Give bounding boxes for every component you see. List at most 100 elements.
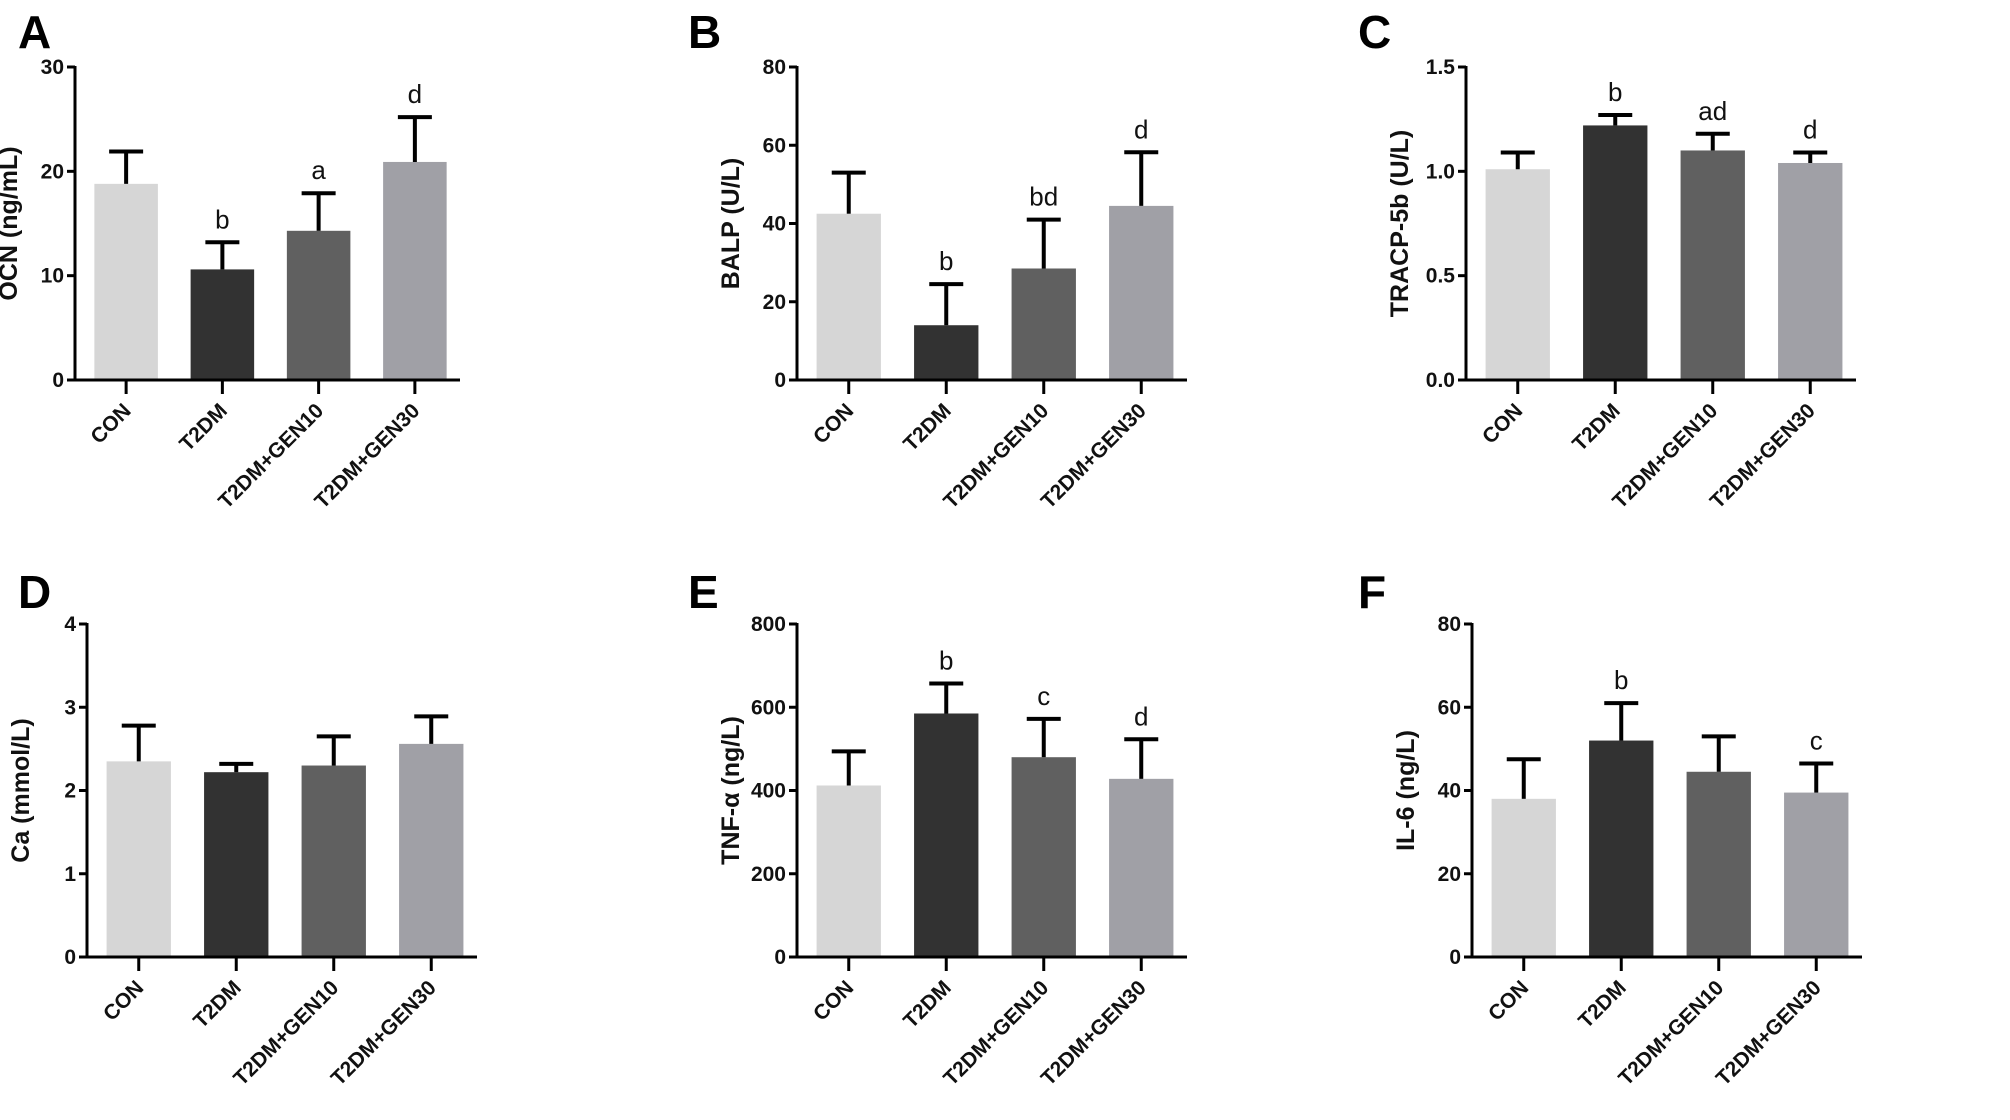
x-tick-label: T2DM+GEN30 xyxy=(1037,976,1151,1090)
bar-t2dm-gen30 xyxy=(383,161,447,380)
significance-label: b xyxy=(1614,665,1628,695)
x-tick-label: CON xyxy=(809,399,858,448)
y-tick-label: 800 xyxy=(751,613,786,636)
significance-label: b xyxy=(1608,77,1622,107)
y-tick-label: 60 xyxy=(1438,696,1461,719)
x-tick-label: T2DM+GEN30 xyxy=(1712,976,1826,1090)
x-tick-label: T2DM+GEN30 xyxy=(310,399,424,513)
y-tick-label: 3 xyxy=(64,696,76,719)
panel-e: E TNF-α (ng/L) CON b T2DM c T2DM+GEN10 d T2DM+GE… xyxy=(688,566,1187,1090)
y-axis-label: OCN (ng/mL) xyxy=(0,146,23,300)
x-tick-label: CON xyxy=(86,399,135,448)
x-tick-label: T2DM xyxy=(1574,976,1631,1033)
x-tick-label: T2DM+GEN10 xyxy=(1608,399,1722,513)
y-tick-label: 1.0 xyxy=(1426,160,1455,183)
bar-t2dm-gen10 xyxy=(1680,150,1745,380)
y-axis-label: BALP (U/L) xyxy=(717,158,745,289)
y-tick-label: 0 xyxy=(1449,946,1461,969)
bar-t2dm-gen30 xyxy=(1784,792,1849,957)
bar-t2dm-gen30 xyxy=(1109,205,1174,380)
y-axis-label: TRACP-5b (U/L) xyxy=(1386,130,1414,317)
y-axis-label: TNF-α (ng/L) xyxy=(717,716,745,865)
y-tick-label: 400 xyxy=(751,780,786,803)
y-tick-label: 600 xyxy=(751,696,786,719)
bar-t2dm-gen10 xyxy=(1686,771,1751,957)
x-tick-label: T2DM+GEN10 xyxy=(1614,976,1728,1090)
bar-t2dm-gen10 xyxy=(1011,268,1076,380)
bar-t2dm-gen10 xyxy=(1011,757,1076,957)
bar-t2dm xyxy=(1583,125,1648,380)
y-tick-label: 0.5 xyxy=(1426,265,1456,288)
y-axis-label: IL-6 (ng/L) xyxy=(1392,730,1420,851)
bar-t2dm xyxy=(190,269,255,380)
bar-t2dm-gen30 xyxy=(1109,778,1174,957)
bar-t2dm-gen10 xyxy=(286,230,351,380)
y-tick-label: 40 xyxy=(763,213,786,236)
y-tick-label: 200 xyxy=(751,863,786,886)
y-tick-label: 1.5 xyxy=(1426,56,1456,79)
significance-label: ad xyxy=(1698,96,1727,126)
bar-con xyxy=(1491,798,1556,957)
bar-con xyxy=(94,183,158,380)
y-tick-label: 80 xyxy=(763,56,786,79)
x-tick-label: T2DM+GEN30 xyxy=(327,976,441,1090)
y-tick-label: 20 xyxy=(41,160,64,183)
x-tick-label: T2DM xyxy=(1568,399,1625,456)
x-tick-label: T2DM xyxy=(189,976,246,1033)
x-tick-label: T2DM+GEN30 xyxy=(1037,399,1151,513)
significance-label: c xyxy=(1810,725,1823,755)
bar-t2dm-gen30 xyxy=(399,743,464,957)
y-tick-label: 80 xyxy=(1438,613,1461,636)
panel-b: B BALP (U/L) CON b T2DM bd T2DM+GEN10 d T2DM+GEN… xyxy=(688,6,1187,513)
significance-label: a xyxy=(311,155,326,185)
x-tick-label: T2DM xyxy=(899,976,956,1033)
bar-con xyxy=(1485,169,1550,380)
significance-label: d xyxy=(1134,701,1148,731)
bar-t2dm xyxy=(914,713,979,957)
significance-label: b xyxy=(939,246,953,276)
significance-label: d xyxy=(1134,114,1148,144)
y-tick-label: 2 xyxy=(64,780,76,803)
y-tick-label: 1 xyxy=(64,863,76,886)
y-tick-label: 10 xyxy=(41,265,64,288)
significance-label: d xyxy=(408,79,422,109)
significance-label: b xyxy=(939,646,953,676)
y-tick-label: 0 xyxy=(774,946,786,969)
bar-t2dm-gen30 xyxy=(1778,162,1843,380)
x-tick-label: T2DM xyxy=(175,399,232,456)
significance-label: b xyxy=(215,204,229,234)
y-tick-label: 20 xyxy=(1438,863,1461,886)
bar-con xyxy=(106,761,171,957)
x-tick-label: CON xyxy=(809,976,858,1025)
bar-con xyxy=(816,213,881,380)
x-tick-label: CON xyxy=(1484,976,1533,1025)
panel-label: F xyxy=(1358,566,1386,618)
panel-label: B xyxy=(688,6,721,58)
y-axis-label: Ca (mmol/L) xyxy=(7,718,35,862)
significance-label: c xyxy=(1037,681,1050,711)
bar-t2dm-gen10 xyxy=(301,765,366,957)
x-tick-label: T2DM+GEN30 xyxy=(1706,399,1820,513)
bar-t2dm xyxy=(914,325,979,380)
y-tick-label: 0 xyxy=(64,946,76,969)
y-tick-label: 20 xyxy=(763,291,786,314)
y-tick-label: 30 xyxy=(41,56,64,79)
x-tick-label: T2DM+GEN10 xyxy=(939,976,1053,1090)
x-tick-label: T2DM xyxy=(899,399,956,456)
x-tick-label: CON xyxy=(1478,399,1527,448)
bar-t2dm xyxy=(1589,740,1654,957)
x-tick-label: CON xyxy=(99,976,148,1025)
bar-t2dm xyxy=(204,772,269,957)
bar-con xyxy=(816,785,881,957)
panel-c: C TRACP-5b (U/L) CON b T2DM ad T2DM+GEN10 d T2DM… xyxy=(1358,6,1856,513)
y-tick-label: 0.0 xyxy=(1426,369,1455,392)
x-tick-label: T2DM+GEN10 xyxy=(939,399,1053,513)
y-tick-label: 4 xyxy=(64,613,76,636)
y-tick-label: 60 xyxy=(763,134,786,157)
significance-label: d xyxy=(1803,115,1817,145)
panel-label: C xyxy=(1358,6,1391,58)
panel-label: E xyxy=(688,566,719,618)
panel-label: D xyxy=(18,566,51,618)
